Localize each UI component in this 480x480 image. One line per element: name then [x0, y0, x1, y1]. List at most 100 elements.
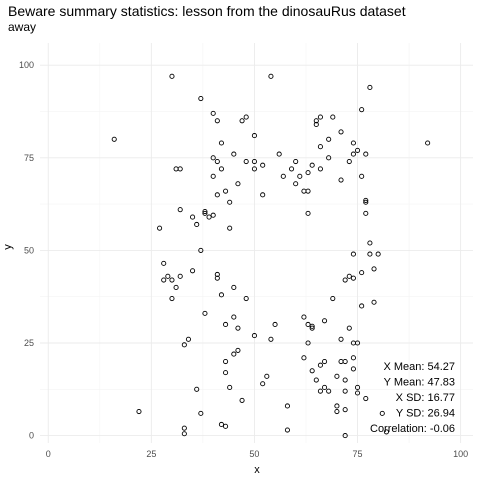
- y-tick-label: 75: [24, 153, 34, 163]
- data-point: [350, 366, 356, 372]
- summary-statistics: X Mean: 54.27 Y Mean: 47.83 X SD: 16.77 Y S…: [370, 361, 455, 435]
- data-point: [235, 181, 241, 187]
- data-point: [354, 147, 361, 153]
- data-point: [218, 140, 224, 146]
- data-point: [214, 275, 220, 281]
- data-point: [251, 133, 257, 139]
- data-point: [231, 151, 237, 157]
- data-point: [350, 140, 356, 146]
- data-point: [359, 173, 365, 179]
- data-point: [177, 207, 183, 213]
- chart-subtitle: away: [8, 20, 37, 34]
- x-axis-label: x: [254, 464, 260, 476]
- data-point: [313, 377, 319, 383]
- data-point: [181, 431, 187, 437]
- data-point: [284, 403, 290, 409]
- y-tick-label: 0: [29, 431, 34, 441]
- data-point: [231, 351, 237, 357]
- data-point: [363, 199, 369, 205]
- data-point: [218, 292, 224, 298]
- stat-line: X SD: 16.77: [396, 392, 455, 404]
- data-point: [136, 408, 142, 415]
- stat-line: Y Mean: 47.83: [384, 377, 455, 389]
- data-point: [223, 188, 229, 194]
- data-point: [330, 296, 336, 302]
- data-point: [317, 166, 323, 172]
- data-point: [309, 323, 315, 329]
- data-point: [359, 270, 365, 276]
- data-point: [206, 214, 212, 220]
- data-point: [326, 136, 332, 142]
- data-point: [313, 118, 319, 124]
- data-point: [235, 325, 241, 331]
- data-point: [223, 423, 229, 429]
- data-point: [223, 321, 229, 328]
- data-point: [305, 340, 311, 346]
- data-point: [289, 166, 295, 172]
- data-point: [260, 192, 266, 198]
- data-point: [354, 390, 361, 396]
- data-point: [293, 158, 299, 165]
- data-point: [309, 162, 315, 168]
- data-point: [284, 427, 290, 433]
- data-point: [313, 121, 319, 128]
- data-point: [227, 199, 233, 205]
- data-point: [202, 310, 208, 316]
- data-point: [214, 271, 220, 278]
- data-point: [334, 373, 340, 379]
- x-tick-label: 50: [249, 449, 259, 459]
- data-point: [239, 397, 245, 403]
- data-point: [268, 336, 274, 342]
- data-point: [169, 73, 175, 79]
- data-point: [371, 266, 377, 272]
- x-tick-label: 0: [46, 449, 51, 459]
- data-point: [243, 158, 249, 165]
- data-point: [280, 173, 286, 179]
- axis-ticks: 0 25 50 75 100 0 25 50 75 100: [19, 60, 468, 459]
- data-point: [317, 114, 323, 120]
- data-point: [169, 277, 175, 283]
- x-tick-label: 75: [353, 449, 363, 459]
- data-point: [251, 166, 257, 172]
- data-point: [338, 177, 344, 183]
- data-point: [111, 136, 117, 142]
- data-point: [367, 251, 373, 257]
- data-point: [202, 208, 208, 215]
- data-point: [194, 386, 200, 392]
- data-point: [210, 173, 216, 179]
- data-point: [214, 118, 220, 124]
- y-tick-label: 100: [19, 60, 34, 70]
- data-point: [239, 118, 245, 124]
- data-point: [375, 251, 381, 257]
- data-point: [338, 358, 344, 365]
- data-point: [350, 355, 356, 361]
- data-point: [350, 251, 356, 257]
- data-point: [173, 284, 179, 290]
- data-point: [330, 114, 336, 120]
- data-point: [260, 381, 266, 387]
- data-point: [317, 144, 323, 150]
- data-point: [173, 166, 179, 172]
- data-point: [301, 188, 307, 194]
- data-point: [177, 273, 183, 279]
- data-point: [305, 170, 311, 176]
- data-point: [293, 181, 299, 187]
- data-point: [190, 268, 196, 274]
- data-point: [194, 221, 200, 228]
- data-point: [338, 336, 344, 342]
- data-point: [218, 166, 224, 172]
- data-point: [185, 336, 192, 342]
- data-point: [198, 247, 204, 253]
- y-axis-label: y: [2, 244, 14, 250]
- data-point: [214, 192, 220, 198]
- data-point: [338, 129, 344, 135]
- data-point: [309, 368, 315, 374]
- data-point: [235, 347, 241, 353]
- data-point: [210, 212, 216, 218]
- grid: [40, 43, 473, 443]
- data-point: [321, 318, 328, 324]
- data-point: [181, 342, 187, 348]
- stat-line: X Mean: 54.27: [383, 361, 455, 373]
- data-point: [223, 358, 229, 365]
